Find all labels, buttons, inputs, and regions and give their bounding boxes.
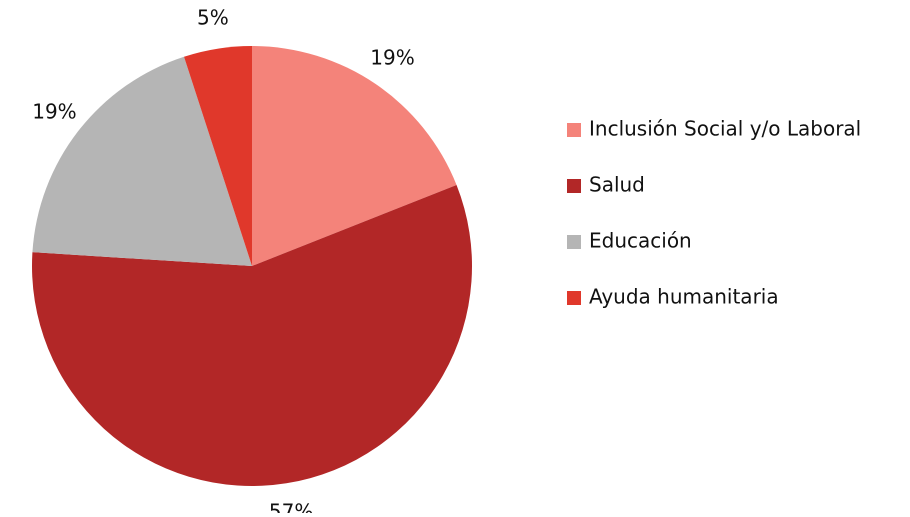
legend-label: Salud (589, 173, 645, 197)
legend-swatch (567, 179, 581, 193)
legend-label: Ayuda humanitaria (589, 285, 779, 309)
pie-slice (252, 46, 457, 266)
legend-swatch (567, 235, 581, 249)
data-label: 19% (32, 99, 76, 123)
data-label: 57% (269, 499, 313, 513)
legend-swatch (567, 291, 581, 305)
data-label: 5% (197, 6, 229, 30)
data-label: 19% (370, 46, 414, 70)
pie-slice (31, 185, 473, 487)
legend-swatch (567, 123, 581, 137)
pie-slice (32, 56, 253, 267)
legend-label: Inclusión Social y/o Laboral (589, 117, 861, 141)
legend-label: Educación (589, 229, 692, 253)
pie-slice (184, 46, 252, 266)
